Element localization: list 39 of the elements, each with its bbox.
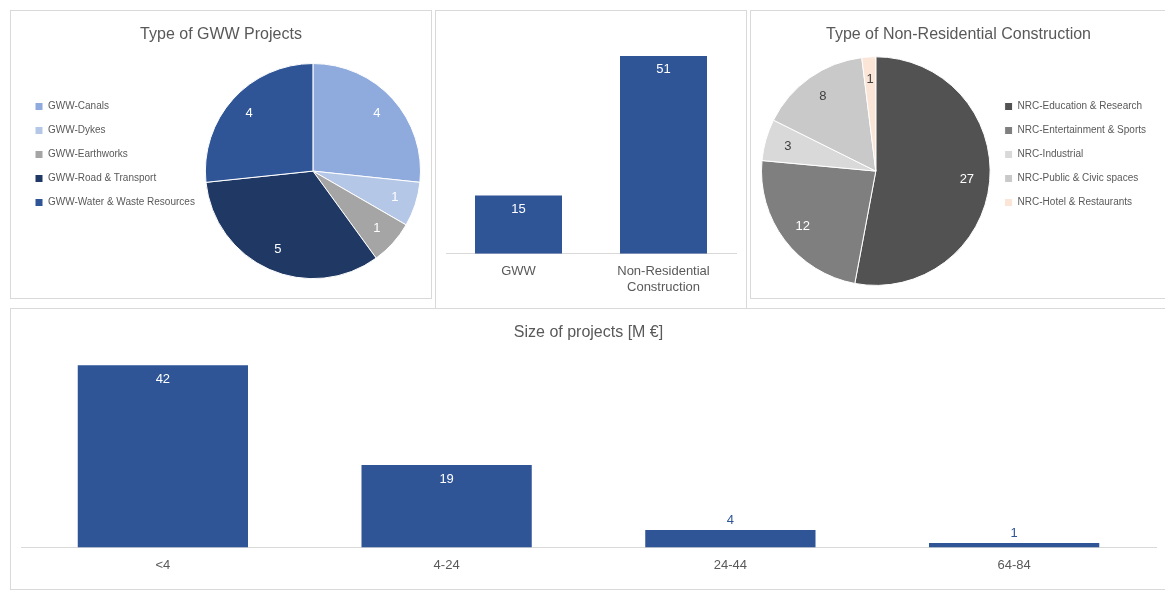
legend-label: GWW-Earthworks (48, 148, 128, 160)
data-label: 8 (819, 88, 827, 104)
chart-title: Type of Non-Residential Construction (825, 25, 1092, 43)
data-label: 42 (155, 370, 171, 386)
legend-label: GWW-Dykes (48, 124, 106, 136)
legend-label: NRC-Hotel & Restaurants (1017, 196, 1133, 208)
legend-label: GWW-Road & Transport (48, 172, 157, 184)
data-label: 1 (866, 71, 874, 87)
data-label: 12 (795, 217, 811, 233)
x-tick-label: <4 (155, 556, 171, 572)
x-tick-label: 4-24 (433, 556, 460, 572)
legend-label: NRC-Industrial (1017, 148, 1084, 160)
bar (77, 365, 248, 548)
data-label: 4 (245, 105, 253, 121)
legend-label: NRC-Education & Research (1017, 100, 1143, 112)
data-label: 27 (959, 171, 975, 187)
data-label: 1 (373, 220, 381, 236)
x-tick-label: GWW (501, 263, 537, 279)
data-label: 15 (511, 201, 526, 217)
data-label: 4 (726, 511, 734, 527)
data-label: 4 (373, 105, 381, 121)
data-label: 51 (656, 61, 671, 77)
bar (645, 530, 816, 548)
x-tick-label: 24-44 (713, 556, 747, 572)
data-label: 1 (1010, 524, 1018, 540)
x-tick-label: Non-Residential Construction (617, 263, 710, 294)
legend-label: GWW-Canals (48, 100, 109, 112)
legend-label: NRC-Public & Civic spaces (1017, 172, 1139, 184)
data-label: 3 (784, 137, 792, 153)
chart-title: Type of GWW Projects (140, 25, 302, 43)
data-label: 19 (439, 470, 454, 486)
legend-label: NRC-Entertainment & Sports (1017, 124, 1147, 136)
legend-label: GWW-Water & Waste Resources (48, 196, 195, 208)
chart-title: Size of projects [M €] (513, 323, 664, 341)
data-label: 1 (391, 189, 399, 205)
bar (361, 464, 532, 548)
x-tick-label: 64-84 (997, 556, 1031, 572)
bar (929, 543, 1100, 548)
data-label: 5 (274, 241, 282, 257)
